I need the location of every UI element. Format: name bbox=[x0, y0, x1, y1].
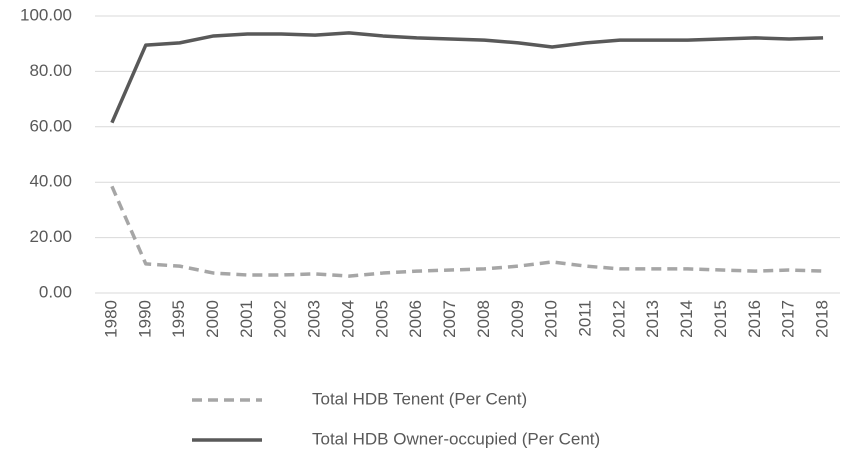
x-tick-label: 1995 bbox=[169, 300, 188, 338]
x-tick-label: 2010 bbox=[542, 300, 561, 338]
x-tick-label: 2014 bbox=[677, 300, 696, 338]
y-tick-label: 40.00 bbox=[29, 172, 72, 191]
x-tick-label: 2012 bbox=[609, 300, 628, 338]
x-tick-label: 2009 bbox=[508, 300, 527, 338]
series-line bbox=[110, 185, 824, 278]
x-tick-label: 2005 bbox=[372, 300, 391, 338]
y-tick-label: 60.00 bbox=[29, 116, 72, 135]
x-tick-label: 2016 bbox=[745, 300, 764, 338]
x-tick-label: 2018 bbox=[813, 300, 832, 338]
x-tick-label: 2002 bbox=[271, 300, 290, 338]
x-tick-label: 2007 bbox=[440, 300, 459, 338]
x-tick-label: 2008 bbox=[474, 300, 493, 338]
x-tick-label: 2011 bbox=[576, 300, 595, 337]
y-tick-label: 80.00 bbox=[29, 61, 72, 80]
x-tick-label: 1990 bbox=[135, 300, 154, 338]
x-tick-label: 2004 bbox=[338, 300, 357, 338]
legend-label: Total HDB Owner-occupied (Per Cent) bbox=[312, 429, 600, 448]
series-line bbox=[110, 31, 824, 124]
y-tick-label: 100.00 bbox=[20, 5, 72, 24]
x-tick-label: 2013 bbox=[643, 300, 662, 338]
legend-label: Total HDB Tenent (Per Cent) bbox=[312, 389, 527, 408]
x-tick-label: 2001 bbox=[237, 300, 256, 338]
x-tick-label: 2000 bbox=[203, 300, 222, 338]
y-tick-label: 20.00 bbox=[29, 227, 72, 246]
x-tick-label: 1980 bbox=[101, 300, 120, 338]
x-tick-label: 2017 bbox=[779, 300, 798, 338]
x-tick-label: 2015 bbox=[711, 300, 730, 338]
x-tick-label: 2006 bbox=[406, 300, 425, 338]
x-tick-label: 2003 bbox=[305, 300, 324, 338]
y-tick-label: 0.00 bbox=[39, 282, 72, 301]
